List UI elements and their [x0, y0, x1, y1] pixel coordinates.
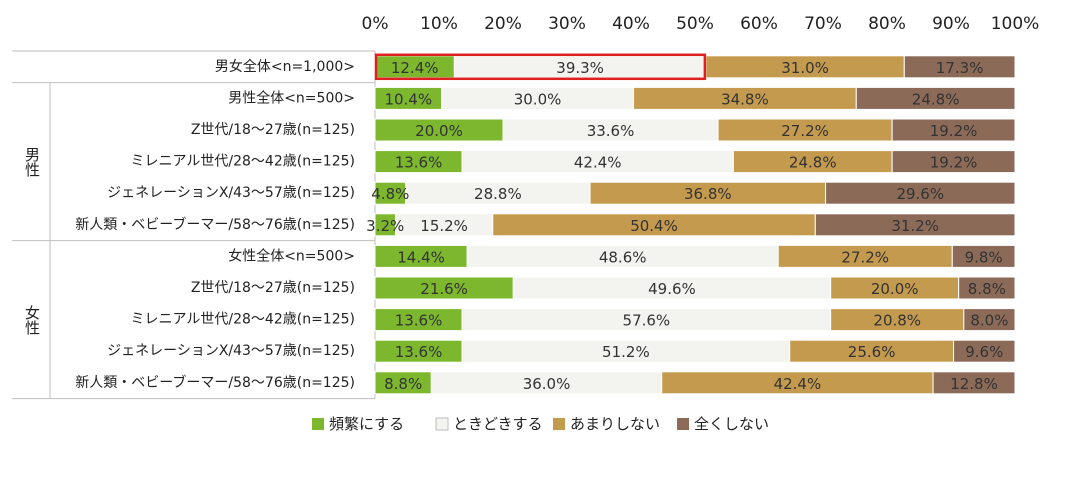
- legend-label: 全くしない: [694, 415, 769, 433]
- row-label: 新人類・ベビーブーマー/58～76歳(n=125): [75, 374, 355, 391]
- legend-label: ときどきする: [453, 415, 543, 433]
- data-label: 24.8%: [789, 154, 837, 172]
- row-label: ジェネレーションX/43～57歳(n=125): [107, 185, 355, 201]
- data-label: 12.8%: [950, 375, 998, 393]
- data-label: 29.6%: [896, 185, 944, 203]
- highlight-box: [374, 53, 707, 81]
- data-label: 19.2%: [930, 122, 978, 140]
- x-tick-label: 70%: [804, 14, 842, 34]
- data-label: 13.6%: [395, 312, 443, 330]
- data-label: 8.0%: [970, 312, 1008, 330]
- x-tick-label: 10%: [420, 14, 458, 34]
- data-label: 20.0%: [871, 280, 919, 298]
- data-label: 24.8%: [912, 90, 960, 108]
- data-label: 36.0%: [523, 375, 571, 393]
- data-label: 9.6%: [965, 343, 1003, 361]
- data-label: 8.8%: [968, 280, 1006, 298]
- x-tick-label: 50%: [676, 14, 714, 34]
- data-label: 21.6%: [420, 280, 468, 298]
- x-tick-label: 60%: [740, 14, 778, 34]
- data-label: 33.6%: [587, 122, 635, 140]
- row-label: 新人類・ベビーブーマー/58～76歳(n=125): [75, 216, 355, 233]
- row-label: 男女全体<n=1,000>: [215, 58, 355, 75]
- data-label: 28.8%: [474, 185, 522, 203]
- bar-segment: [891, 118, 1016, 142]
- legend-label: 頻繁にする: [329, 415, 404, 433]
- x-tick-label: 30%: [548, 14, 586, 34]
- x-tick-label: 90%: [932, 14, 970, 34]
- data-label: 30.0%: [514, 90, 562, 108]
- row-label: Z世代/18～27歳(n=125): [191, 122, 355, 138]
- data-label: 51.2%: [602, 343, 650, 361]
- data-label: 17.3%: [936, 59, 984, 77]
- bar-segment: [825, 181, 1016, 205]
- x-tick-label: 40%: [612, 14, 650, 34]
- data-label: 13.6%: [395, 343, 443, 361]
- row-label: ミレニアル世代/28～42歳(n=125): [131, 312, 355, 328]
- bar-segment: [891, 150, 1016, 174]
- x-tick-label: 100%: [991, 14, 1040, 34]
- data-label: 20.0%: [415, 122, 463, 140]
- data-label: 39.3%: [556, 59, 604, 77]
- data-label: 8.8%: [384, 375, 422, 393]
- bar-segment: [814, 213, 1016, 237]
- data-label: 14.4%: [397, 248, 445, 266]
- data-label: 42.4%: [574, 154, 622, 172]
- data-label: 31.0%: [781, 59, 829, 77]
- data-label: 49.6%: [648, 280, 696, 298]
- row-label: Z世代/18～27歳(n=125): [191, 280, 355, 296]
- legend-swatch: [677, 418, 689, 430]
- data-label: 3.2%: [366, 217, 404, 235]
- data-label: 15.2%: [420, 217, 468, 235]
- legend-label: あまりしない: [570, 415, 660, 433]
- bar-segment: [963, 308, 1016, 332]
- data-label: 25.6%: [848, 343, 896, 361]
- row-label: ジェネレーションX/43～57歳(n=125): [107, 343, 355, 359]
- data-label: 27.2%: [841, 248, 889, 266]
- data-label: 4.8%: [371, 185, 409, 203]
- data-label: 42.4%: [774, 375, 822, 393]
- x-tick-label: 80%: [868, 14, 906, 34]
- bar-segment: [953, 339, 1016, 363]
- group-label: 男性: [23, 147, 41, 177]
- legend-swatch: [435, 417, 449, 431]
- bar-segment: [903, 55, 1016, 79]
- data-label: 57.6%: [623, 312, 671, 330]
- bar-segment: [855, 86, 1016, 110]
- data-label: 20.8%: [873, 312, 921, 330]
- data-label: 50.4%: [630, 217, 678, 235]
- legend-swatch: [553, 418, 565, 430]
- row-label: 男性全体<n=500>: [228, 89, 355, 106]
- bar-segment: [932, 371, 1016, 395]
- x-tick-label: 20%: [484, 14, 522, 34]
- data-label: 31.2%: [891, 217, 939, 235]
- x-tick-label: 0%: [362, 14, 389, 34]
- data-label: 19.2%: [930, 154, 978, 172]
- data-label: 48.6%: [599, 248, 647, 266]
- bar-segment: [958, 276, 1016, 300]
- data-label: 34.8%: [721, 90, 769, 108]
- row-label: 女性全体<n=500>: [228, 247, 355, 264]
- group-label: 女性: [23, 304, 41, 335]
- data-label: 9.8%: [965, 248, 1003, 266]
- data-label: 27.2%: [781, 122, 829, 140]
- data-label: 12.4%: [391, 59, 439, 77]
- data-label: 36.8%: [684, 185, 732, 203]
- row-label: ミレニアル世代/28～42歳(n=125): [131, 154, 355, 170]
- bar-segment: [951, 244, 1016, 268]
- data-label: 10.4%: [384, 90, 432, 108]
- data-label: 13.6%: [395, 154, 443, 172]
- legend-swatch: [312, 418, 324, 430]
